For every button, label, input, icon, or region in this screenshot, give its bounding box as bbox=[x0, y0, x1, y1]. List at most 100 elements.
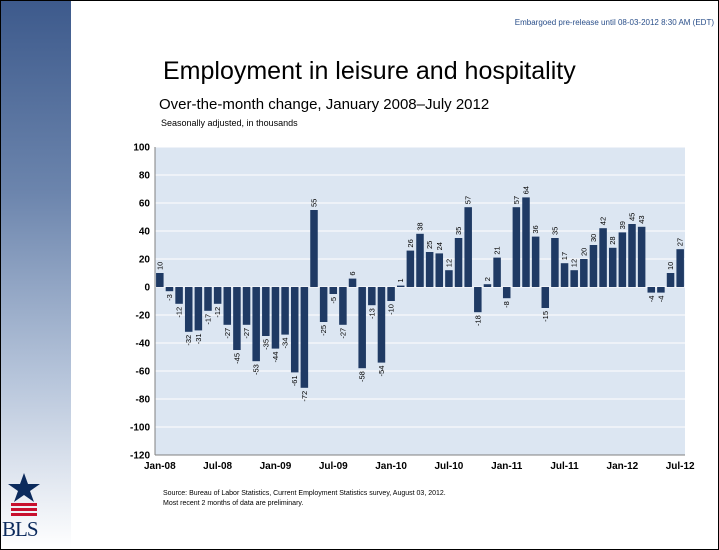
data-label: -61 bbox=[290, 375, 299, 386]
data-label: 27 bbox=[676, 238, 685, 246]
bar-Nov-08 bbox=[252, 287, 260, 362]
bar-Aug-08 bbox=[223, 287, 232, 325]
x-tick-label: Jul-11 bbox=[550, 461, 579, 472]
x-tick-label: Jan-09 bbox=[260, 461, 292, 472]
source-note: Source: Bureau of Labor Statistics, Curr… bbox=[163, 489, 446, 509]
bar-Jul-11 bbox=[560, 263, 569, 287]
bar-Sep-11 bbox=[580, 259, 588, 287]
data-label: 25 bbox=[425, 241, 434, 249]
data-label: -12 bbox=[175, 307, 184, 318]
data-label: 38 bbox=[416, 222, 425, 230]
bar-Jul-10 bbox=[445, 270, 453, 287]
data-label: 35 bbox=[454, 227, 463, 235]
data-label: 10 bbox=[666, 262, 675, 270]
bar-Sep-08 bbox=[233, 287, 241, 350]
y-tick-label: -20 bbox=[136, 311, 151, 322]
data-label: 57 bbox=[464, 196, 473, 204]
data-label: -12 bbox=[213, 307, 222, 318]
bar-Aug-11 bbox=[570, 270, 578, 287]
bar-Apr-12 bbox=[647, 287, 656, 293]
data-label: 6 bbox=[348, 271, 357, 275]
bar-Jun-11 bbox=[551, 238, 559, 287]
data-label: 2 bbox=[483, 277, 492, 281]
data-label: 21 bbox=[493, 246, 502, 254]
y-tick-label: 0 bbox=[144, 283, 150, 294]
x-tick-label: Jan-11 bbox=[491, 461, 523, 472]
bar-Feb-09 bbox=[281, 287, 289, 335]
bar-Mar-12 bbox=[637, 226, 646, 287]
bar-Aug-10 bbox=[454, 238, 463, 287]
data-label: -72 bbox=[300, 391, 309, 402]
data-label: 20 bbox=[579, 248, 588, 256]
data-label: -25 bbox=[319, 325, 328, 336]
data-label: 12 bbox=[444, 259, 453, 267]
x-tick-label: Jan-12 bbox=[607, 461, 639, 472]
x-tick-label: Jul-08 bbox=[203, 461, 232, 472]
y-tick-label: -120 bbox=[130, 451, 150, 462]
bls-star-icon bbox=[8, 473, 40, 516]
data-label: 36 bbox=[531, 225, 540, 233]
bar-Jan-10 bbox=[387, 287, 395, 301]
bar-Dec-09 bbox=[377, 287, 386, 363]
x-tick-label: Jul-09 bbox=[319, 461, 348, 472]
data-label: 12 bbox=[570, 259, 579, 267]
data-label: 42 bbox=[599, 217, 608, 225]
x-tick-label: Jan-10 bbox=[375, 461, 407, 472]
data-label: 57 bbox=[512, 196, 521, 204]
data-label: -27 bbox=[242, 328, 251, 339]
bar-Feb-08 bbox=[165, 287, 174, 292]
data-label: 39 bbox=[618, 221, 627, 229]
bar-Apr-10 bbox=[416, 233, 424, 287]
data-label: 24 bbox=[435, 242, 444, 250]
chart-subtitle: Over-the-month change, January 2008–July… bbox=[159, 96, 490, 113]
data-label: -13 bbox=[367, 308, 376, 319]
bar-Jul-09 bbox=[329, 287, 338, 294]
bar-Apr-11 bbox=[531, 236, 540, 287]
data-label: -58 bbox=[358, 371, 367, 382]
bar-Jul-08 bbox=[213, 287, 222, 304]
bar-May-08 bbox=[194, 287, 203, 331]
x-tick-label: Jul-10 bbox=[434, 461, 463, 472]
data-label: 45 bbox=[628, 213, 637, 221]
data-label: -27 bbox=[223, 328, 232, 339]
bar-Feb-10 bbox=[396, 285, 405, 287]
bar-Oct-08 bbox=[242, 287, 251, 325]
data-label: -32 bbox=[184, 335, 193, 346]
bar-May-09 bbox=[310, 210, 318, 287]
bar-Jan-08 bbox=[156, 273, 164, 287]
bar-Sep-10 bbox=[464, 207, 472, 287]
bar-Oct-11 bbox=[589, 245, 598, 287]
bar-Nov-09 bbox=[368, 287, 376, 306]
x-tick-label: Jan-08 bbox=[144, 461, 176, 472]
data-label: -4 bbox=[647, 296, 656, 303]
data-label: 10 bbox=[155, 262, 164, 270]
data-label: -27 bbox=[338, 328, 347, 339]
data-label: 30 bbox=[589, 234, 598, 242]
bar-Oct-10 bbox=[474, 287, 482, 313]
bar-Jan-11 bbox=[502, 287, 511, 299]
data-label: -54 bbox=[377, 366, 386, 377]
bar-Dec-08 bbox=[262, 287, 270, 336]
data-label: -17 bbox=[204, 314, 213, 325]
data-label: -34 bbox=[281, 338, 290, 349]
data-label: 17 bbox=[560, 252, 569, 260]
bar-Jan-09 bbox=[271, 287, 280, 349]
bar-Jun-09 bbox=[319, 287, 328, 322]
sidebar-gradient bbox=[1, 1, 71, 549]
data-label: -18 bbox=[473, 315, 482, 326]
bar-Apr-09 bbox=[300, 287, 309, 388]
bar-Jan-12 bbox=[618, 232, 627, 287]
data-label: 1 bbox=[396, 278, 405, 282]
y-tick-label: 100 bbox=[133, 143, 150, 154]
data-label: -35 bbox=[261, 339, 270, 350]
bar-May-10 bbox=[425, 252, 434, 287]
bar-Dec-11 bbox=[608, 247, 617, 287]
data-label: -8 bbox=[502, 301, 511, 308]
y-tick-label: 40 bbox=[139, 227, 151, 238]
bar-Oct-09 bbox=[358, 287, 366, 369]
data-label: -10 bbox=[387, 304, 396, 315]
x-tick-label: Jul-12 bbox=[666, 461, 695, 472]
data-label: 55 bbox=[310, 199, 319, 207]
